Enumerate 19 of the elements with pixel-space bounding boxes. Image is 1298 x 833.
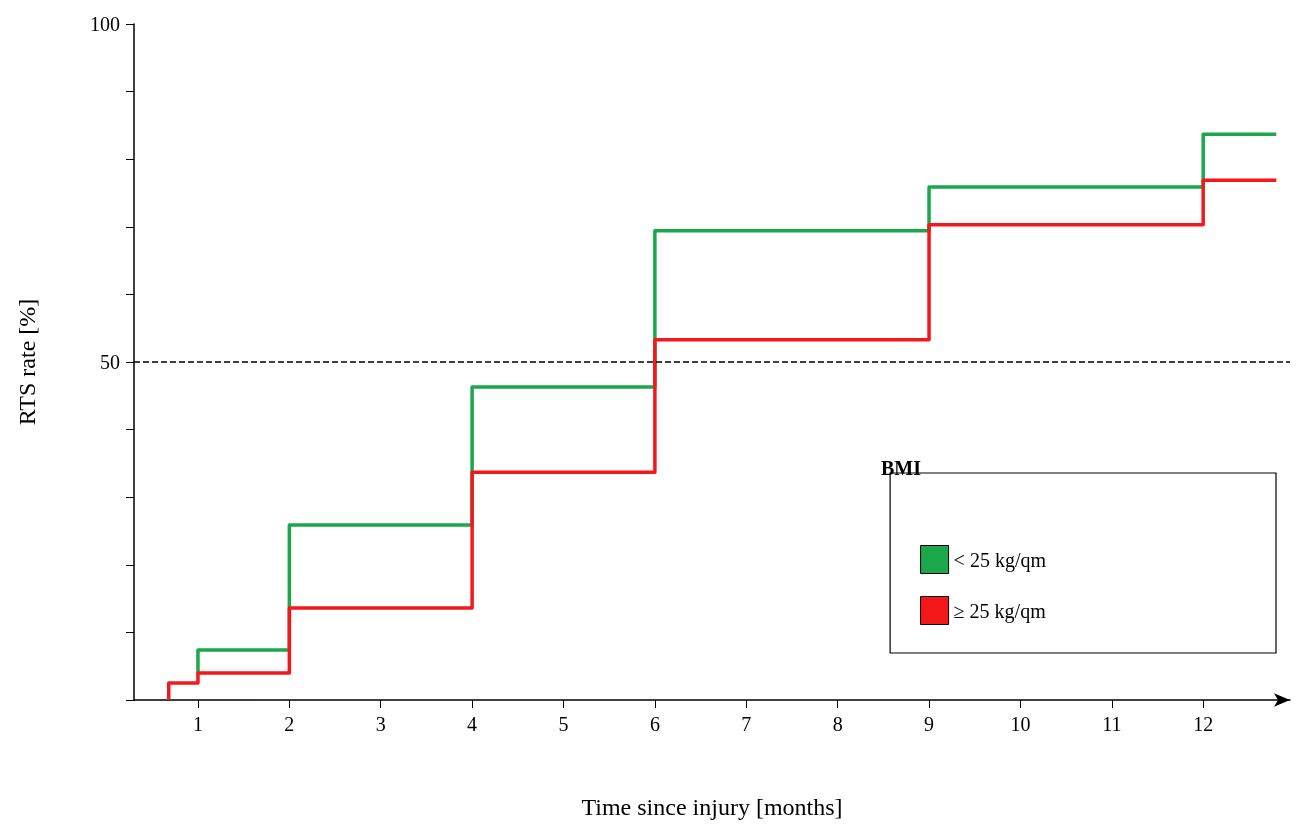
y-axis-title: RTS rate [%]: [14, 298, 40, 426]
x-tick-label: 1: [192, 713, 203, 735]
x-tick-label: 4: [467, 713, 478, 735]
x-tick-label: 10: [1010, 713, 1031, 735]
y-tick-label: 50: [100, 351, 120, 373]
x-tick-label: 5: [558, 713, 569, 735]
x-tick-label: 12: [1193, 713, 1214, 735]
legend-label: ≥ 25 kg/qm: [953, 599, 1047, 623]
y-tick-label: 100: [90, 13, 120, 35]
x-tick-label: 3: [375, 713, 386, 735]
x-tick-label: 7: [741, 713, 752, 735]
x-tick-label: 11: [1102, 713, 1122, 735]
legend-title: BMI: [881, 457, 922, 479]
legend-label: < 25 kg/qm: [953, 548, 1047, 572]
x-tick-label: 9: [924, 713, 935, 735]
x-tick-label: 6: [649, 713, 660, 735]
x-axis-title: Time since injury [months]: [581, 794, 843, 820]
x-tick-label: 2: [284, 713, 295, 735]
x-tick-label: 8: [832, 713, 843, 735]
